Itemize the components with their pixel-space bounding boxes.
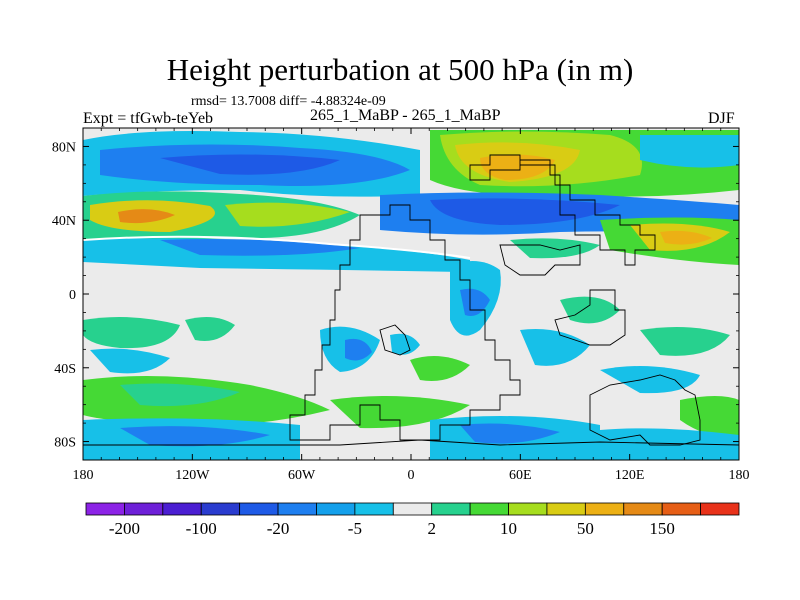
colorbar-swatch <box>392 502 433 516</box>
y-tick-label: 40S <box>54 362 76 377</box>
x-tick-label: 180 <box>729 468 750 483</box>
x-tick-label: 0 <box>408 468 415 483</box>
colorbar-swatch <box>162 502 202 516</box>
y-axis: 80N 40N 0 40S 80S <box>52 127 739 461</box>
colorbar-swatch <box>431 502 471 516</box>
coastlines <box>83 154 739 446</box>
comparison-label: 265_1_MaBP - 265_1_MaBP <box>310 107 501 124</box>
y-tick-label: 80N <box>52 140 76 155</box>
x-tick-label: 60E <box>509 468 532 483</box>
colorbar: -200 -100 -20 -5 2 10 50 150 <box>85 502 740 538</box>
colorbar-swatch <box>277 502 317 516</box>
chart-title: Height perturbation at 500 hPa (in m) <box>166 52 634 87</box>
colorbar-swatch <box>124 502 164 516</box>
y-tick-label: 0 <box>69 288 76 303</box>
colorbar-label: 10 <box>500 519 517 538</box>
colorbar-swatch <box>469 502 509 516</box>
colorbar-swatch <box>700 502 740 516</box>
colorbar-label: -5 <box>348 519 362 538</box>
x-tick-label: 120W <box>175 468 210 483</box>
colorbar-swatch <box>85 502 125 516</box>
colorbar-swatch <box>508 502 548 516</box>
y-tick-label: 40N <box>52 214 76 229</box>
colorbar-swatch <box>546 502 586 516</box>
colorbar-swatch <box>200 502 241 516</box>
x-axis: 180 120W 60W 0 60E 120E 180 <box>73 128 750 483</box>
colorbar-label: 50 <box>577 519 594 538</box>
colorbar-swatch <box>316 502 356 516</box>
colorbar-label: 150 <box>649 519 675 538</box>
colorbar-swatch <box>661 502 701 516</box>
x-tick-label: 120E <box>615 468 645 483</box>
stats-label: rmsd= 13.7008 diff= -4.88324e-09 <box>191 94 386 109</box>
colorbar-label: -20 <box>267 519 290 538</box>
experiment-label: Expt = tfGwb-teYeb <box>83 110 214 127</box>
y-tick-label: 80S <box>54 436 76 451</box>
colorbar-swatch <box>239 502 279 516</box>
season-label: DJF <box>708 110 735 127</box>
colorbar-swatch <box>584 502 625 516</box>
colorbar-swatch <box>623 502 663 516</box>
colorbar-label: -100 <box>186 519 217 538</box>
height-field <box>83 128 739 460</box>
colorbar-label: 2 <box>427 519 436 538</box>
colorbar-swatch <box>354 502 394 516</box>
x-tick-label: 60W <box>288 468 316 483</box>
colorbar-label: -200 <box>109 519 140 538</box>
x-tick-label: 180 <box>73 468 94 483</box>
